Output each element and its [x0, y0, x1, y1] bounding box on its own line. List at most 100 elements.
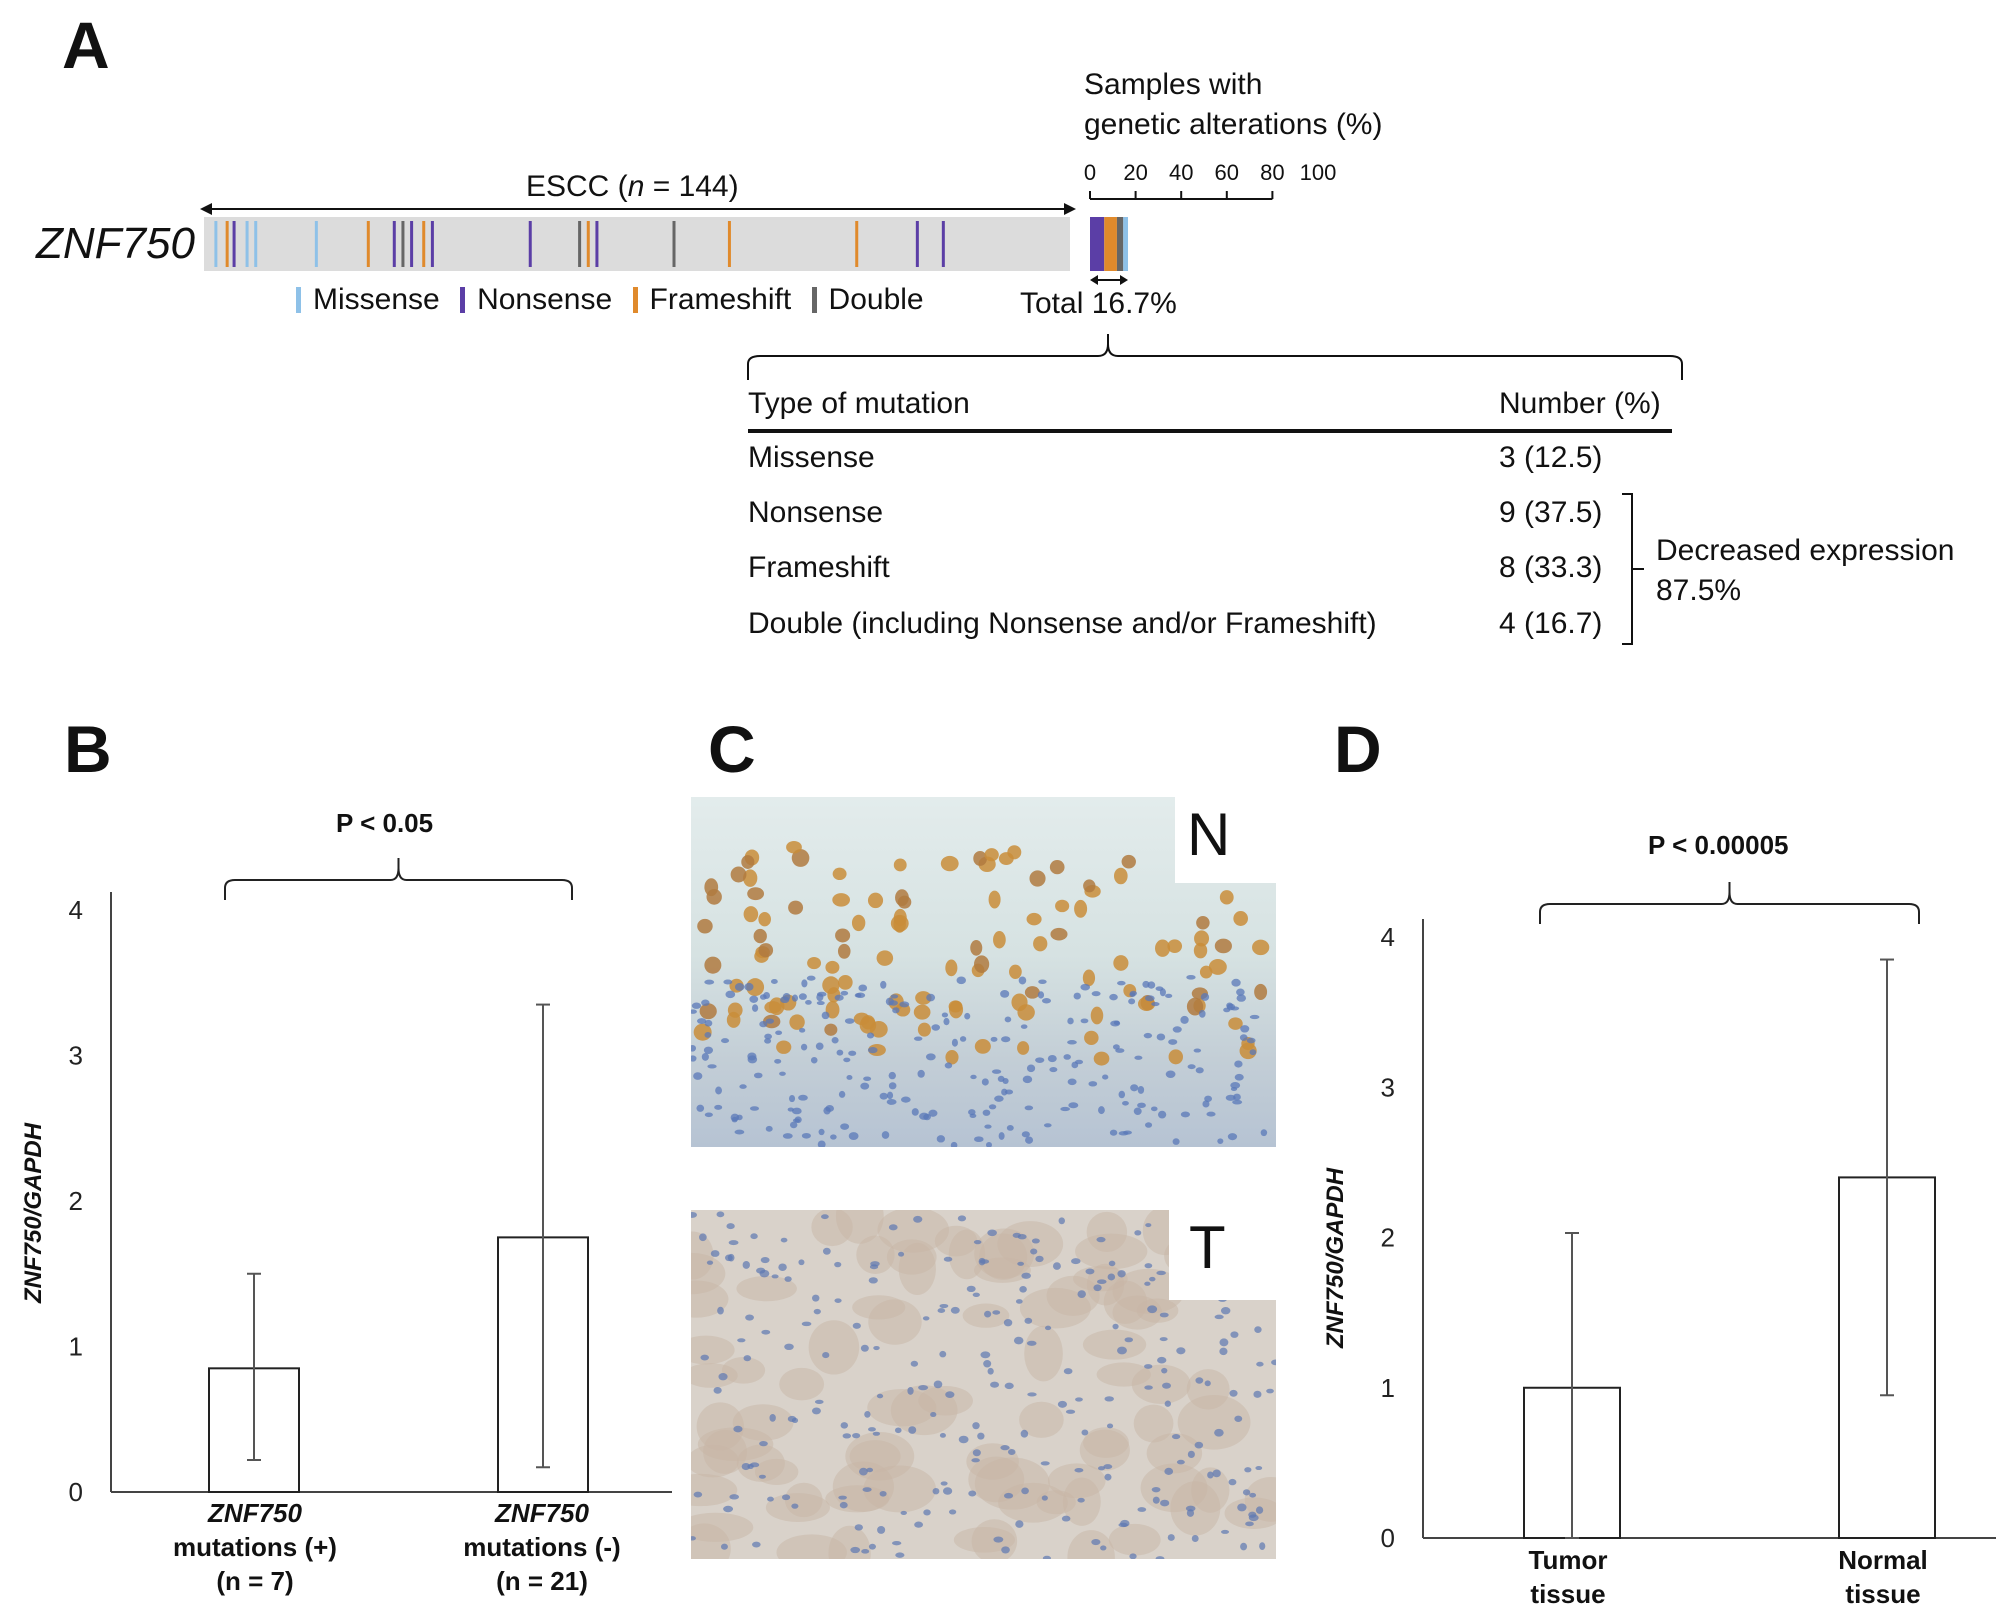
basal-nucleus [751, 1004, 759, 1012]
basal-nucleus [1240, 1025, 1250, 1033]
stained-nucleus [825, 960, 840, 974]
panel-b-category-line: ZNF750 [208, 1498, 302, 1528]
stromal-nucleus [1240, 1542, 1248, 1551]
basal-nucleus [880, 980, 887, 989]
panel-b-y-tick-label: 4 [69, 895, 83, 925]
stromal-nucleus [1007, 1449, 1016, 1456]
legend-swatch-nonsense [460, 287, 466, 313]
tumor-cell-nest [736, 1275, 797, 1302]
stained-nucleus [1193, 942, 1208, 959]
stromal-nucleus [1075, 1397, 1083, 1402]
stromal-nucleus [977, 1432, 985, 1440]
stromal-nucleus [1176, 1459, 1185, 1465]
stromal-nucleus [747, 1463, 754, 1470]
tumor-cell-nest [1108, 1523, 1161, 1556]
basal-nucleus [792, 1118, 801, 1123]
stromal-nucleus [1052, 1262, 1061, 1270]
stained-nucleus [832, 893, 850, 907]
basal-nucleus [1063, 1054, 1071, 1060]
alteration-mark-frameshift [422, 221, 426, 267]
basal-nucleus [981, 1078, 989, 1086]
basal-nucleus [714, 1104, 723, 1110]
basal-nucleus [1225, 1094, 1236, 1101]
basal-nucleus [1172, 1138, 1180, 1145]
panel-d-category-line: tissue [1845, 1579, 1921, 1609]
mutation-legend: Missense Nonsense Frameshift Double [296, 285, 924, 315]
basal-nucleus [747, 1052, 757, 1061]
basal-nucleus [1002, 1078, 1009, 1085]
stromal-nucleus [1057, 1400, 1068, 1408]
legend-label-missense: Missense [313, 283, 440, 316]
stromal-nucleus [973, 1240, 982, 1245]
basal-nucleus [890, 994, 899, 999]
stromal-nucleus [1255, 1506, 1264, 1514]
stromal-nucleus [791, 1503, 799, 1509]
panel-b-category: ZNF750 mutations (+) (n = 7) [150, 1496, 360, 1598]
basal-nucleus [800, 1043, 808, 1051]
tumor-cell-nest [852, 1295, 906, 1320]
stained-nucleus [1114, 867, 1128, 885]
total-segment-missense [1123, 217, 1129, 271]
basal-nucleus [1230, 1086, 1238, 1092]
legend-swatch-double [811, 287, 817, 313]
basal-nucleus [863, 1076, 872, 1081]
stromal-nucleus [1229, 1389, 1238, 1397]
panel-d-category: Normal tissue [1803, 1543, 1963, 1611]
stained-nucleus [697, 918, 713, 934]
stromal-nucleus [752, 1541, 761, 1548]
stromal-nucleus [900, 1510, 907, 1515]
stromal-nucleus [983, 1360, 992, 1368]
stromal-nucleus [767, 1496, 774, 1502]
tumor-cell-nest [1103, 1280, 1148, 1324]
basal-nucleus [858, 984, 868, 992]
basal-nucleus [848, 1132, 859, 1141]
basal-nucleus [734, 983, 745, 991]
stromal-nucleus [958, 1435, 969, 1444]
legend-swatch-missense [296, 287, 301, 313]
stained-nucleus [974, 1039, 991, 1054]
tumor-cell-nest [1019, 1287, 1091, 1329]
basal-nucleus [749, 995, 759, 1003]
basal-nucleus [1068, 1102, 1079, 1109]
table-row-type: Double (including Nonsense and/or Frames… [748, 607, 1377, 640]
basal-nucleus [782, 1133, 793, 1139]
basal-nucleus [982, 1109, 991, 1116]
ihc-tumor-label: T [1169, 1210, 1276, 1300]
stromal-nucleus [781, 1494, 791, 1501]
stained-nucleus [743, 906, 759, 923]
panel-b-category-line: mutations (-) [463, 1532, 621, 1562]
stromal-nucleus [1103, 1464, 1113, 1470]
basal-nucleus [715, 1086, 722, 1095]
basal-nucleus [1134, 1055, 1143, 1060]
stained-nucleus [726, 1011, 741, 1028]
stained-nucleus [1024, 986, 1040, 999]
basal-nucleus [970, 1074, 977, 1080]
basal-nucleus [1128, 998, 1136, 1005]
stromal-nucleus [1093, 1284, 1102, 1292]
percent-axis-tick-label: 80 [1260, 160, 1284, 185]
stromal-nucleus [718, 1373, 728, 1381]
stromal-nucleus [939, 1303, 949, 1309]
stromal-nucleus [1042, 1555, 1051, 1559]
stromal-nucleus [923, 1509, 931, 1516]
stained-nucleus [859, 1016, 877, 1034]
stromal-nucleus [945, 1391, 955, 1398]
basal-nucleus [701, 999, 710, 1006]
alteration-mark-double [672, 221, 676, 267]
stained-nucleus [1167, 939, 1183, 953]
stromal-nucleus [1228, 1478, 1237, 1486]
panel-d-y-tick-label: 3 [1381, 1072, 1395, 1102]
stromal-nucleus [950, 1306, 960, 1314]
stromal-nucleus [791, 1417, 799, 1424]
stained-nucleus [706, 889, 722, 905]
basal-nucleus [951, 1038, 958, 1047]
stromal-nucleus [1001, 1546, 1010, 1554]
stromal-nucleus [968, 1490, 977, 1497]
basal-nucleus [936, 1135, 946, 1143]
basal-nucleus [734, 1129, 745, 1135]
stromal-nucleus [859, 1467, 868, 1476]
stromal-nucleus [1021, 1487, 1029, 1495]
stromal-nucleus [940, 1481, 948, 1486]
stromal-nucleus [972, 1422, 980, 1430]
panel-b-category-line: (n = 7) [216, 1566, 294, 1596]
